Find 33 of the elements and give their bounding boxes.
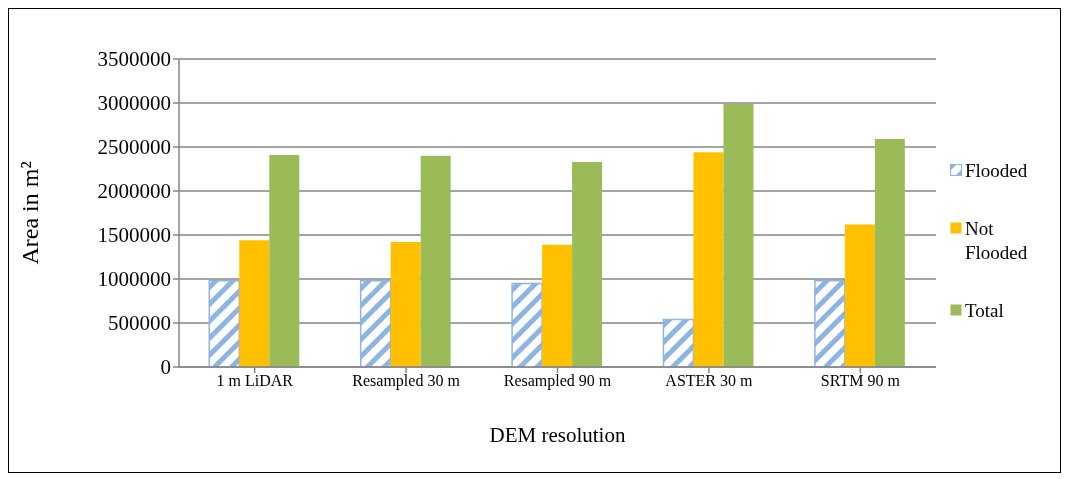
y-tick-label: 500000 xyxy=(108,311,171,336)
x-tick-label: SRTM 90 m xyxy=(820,372,901,390)
legend-label: Flooded xyxy=(965,158,1028,183)
bar xyxy=(359,280,392,367)
bar xyxy=(723,103,754,367)
x-tick-label: 1 m LiDAR xyxy=(216,372,294,390)
y-axis-title: Area in m² xyxy=(16,161,43,265)
legend-label: Not Flooded xyxy=(965,216,1029,265)
bar xyxy=(662,318,695,367)
bar xyxy=(542,244,573,367)
bar xyxy=(208,280,241,367)
x-tick-label: Resampled 90 m xyxy=(503,372,612,391)
bar xyxy=(420,155,451,367)
bar xyxy=(390,242,421,367)
y-tick-label: 3000000 xyxy=(97,91,171,116)
x-tick-label: ASTER 30 m xyxy=(665,372,754,390)
y-tick-label: 1500000 xyxy=(97,223,171,248)
bar xyxy=(269,154,300,367)
y-tick-label: 0 xyxy=(160,355,171,380)
bar xyxy=(693,152,724,367)
x-axis-title: DEM resolution xyxy=(489,423,626,447)
bar xyxy=(572,161,603,367)
bar xyxy=(511,282,543,367)
bar xyxy=(239,240,270,367)
bar xyxy=(814,280,846,367)
y-tick-label: 3500000 xyxy=(97,47,171,72)
y-tick-label: 2500000 xyxy=(97,135,171,160)
y-tick-label: 1000000 xyxy=(97,267,171,292)
legend-label: Total xyxy=(965,298,1004,323)
bar xyxy=(874,139,905,367)
y-tick-label: 2000000 xyxy=(97,179,171,204)
bar xyxy=(844,224,875,367)
x-tick-label: Resampled 30 m xyxy=(352,372,461,391)
